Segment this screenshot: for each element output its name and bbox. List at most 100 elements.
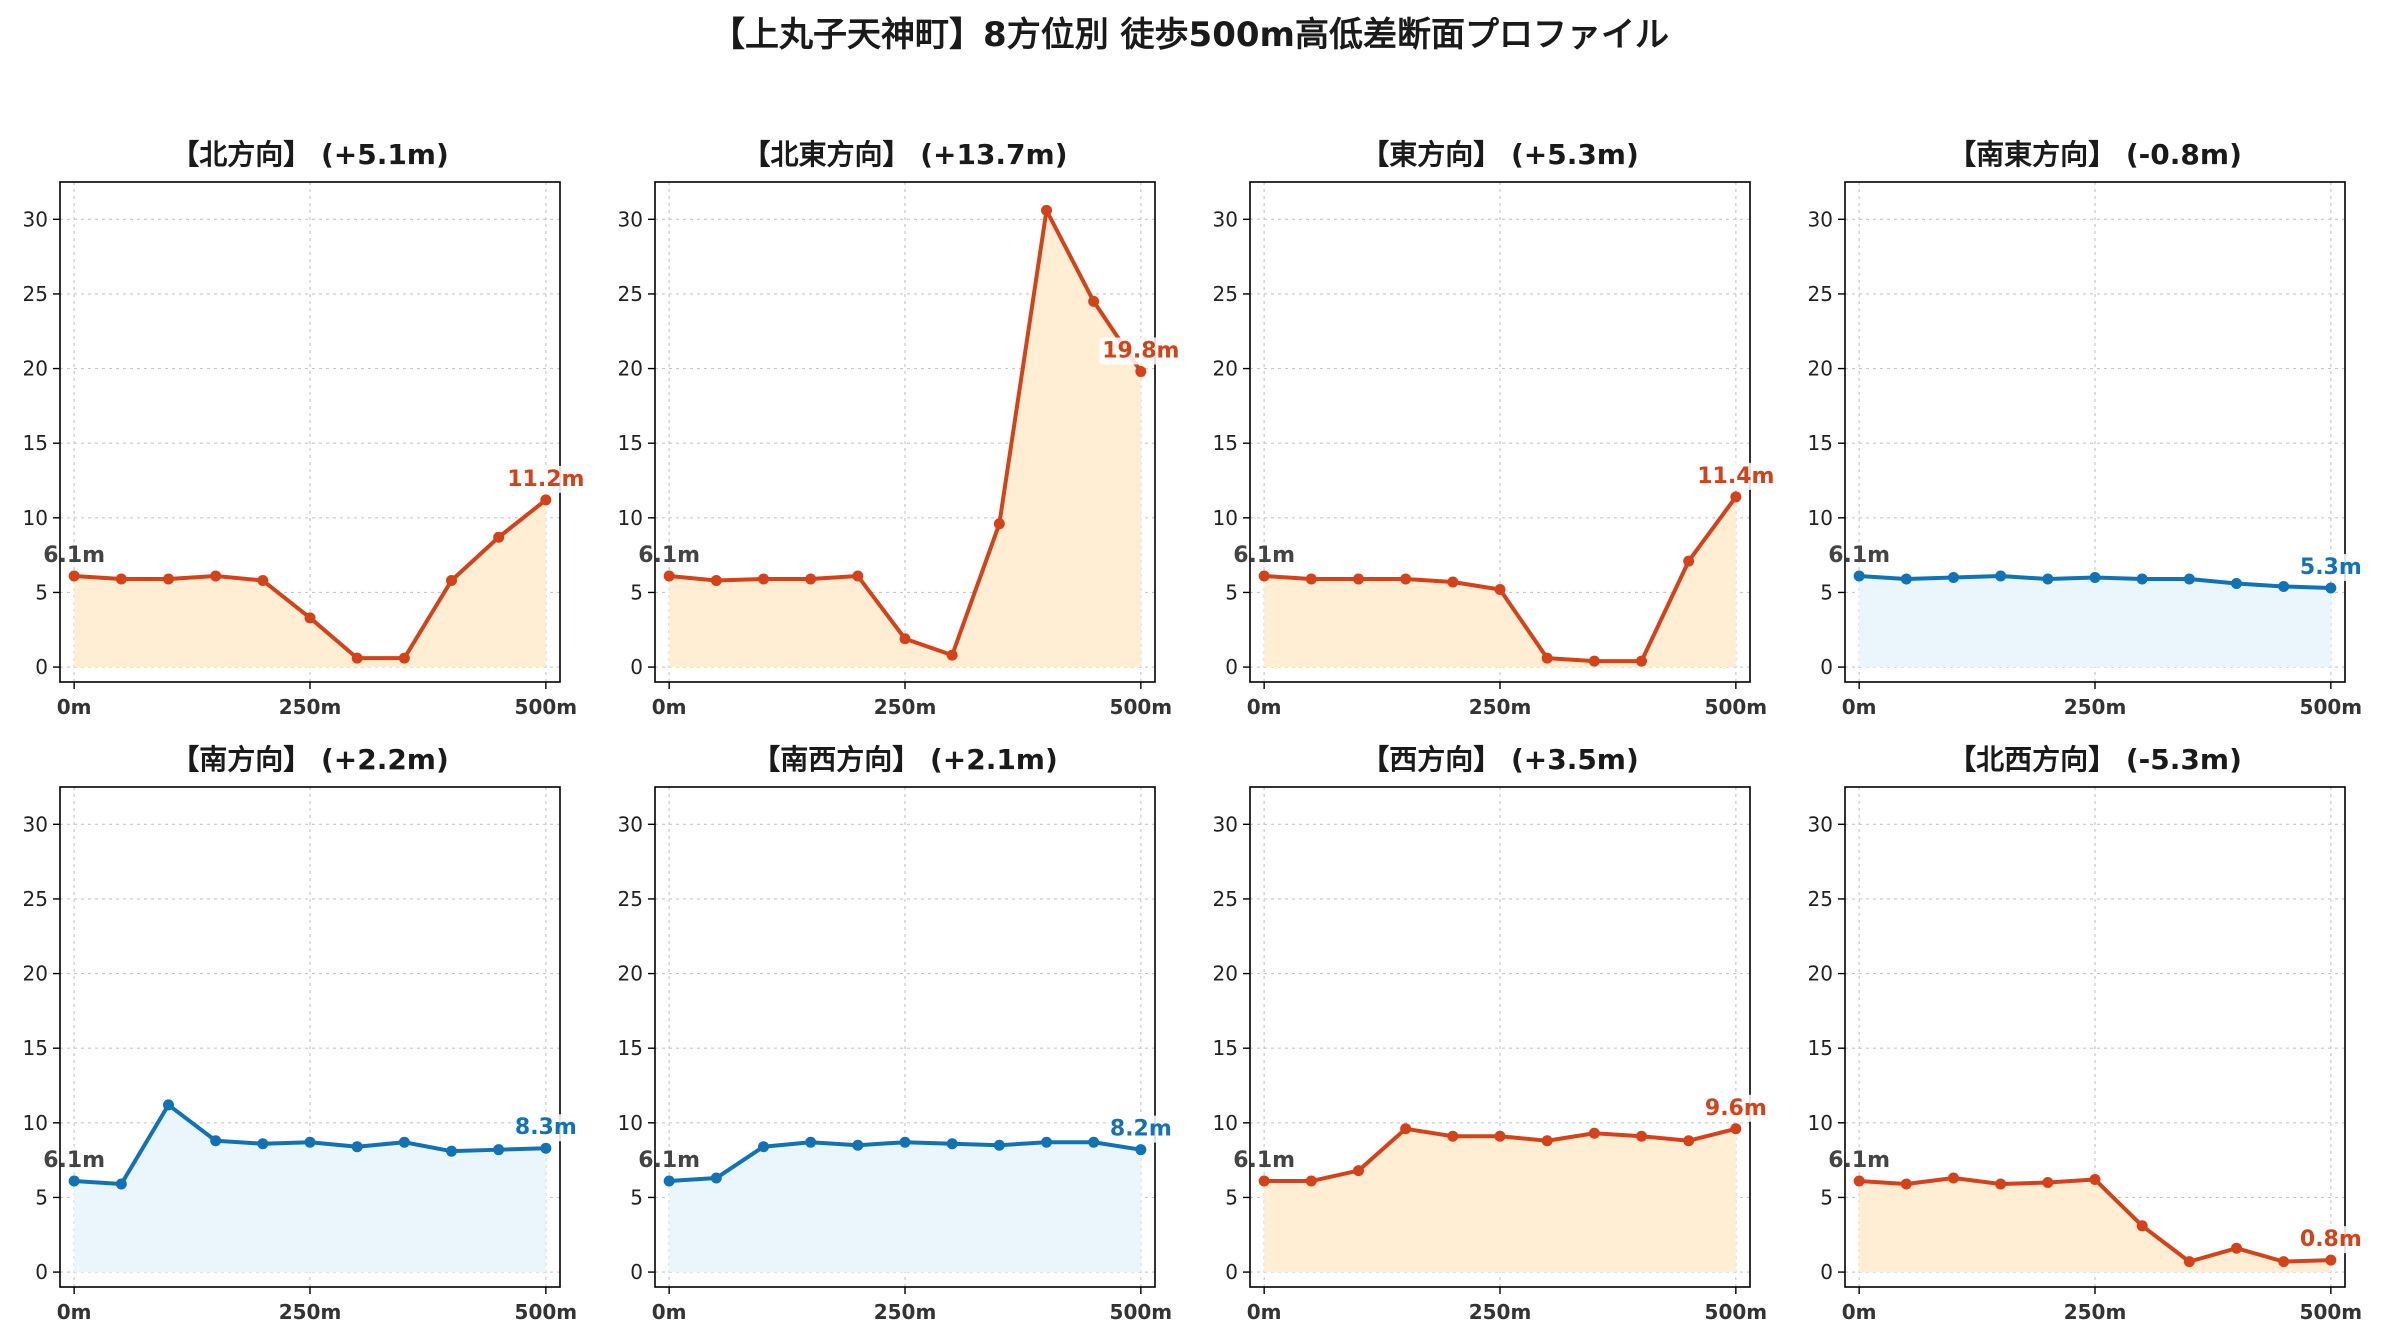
y-tick-label: 15 [618,1036,643,1060]
subplot-8: 【北西方向】 (-5.3m) 0 5 10 15 20 25 30 0m 250m 500m 6.1m… [1808,743,2365,1324]
subplot-6: 【南西方向】 (+2.1m) 0 5 10 15 20 25 30 0m 250m 500m 6.1m… [618,743,1175,1324]
data-point [68,570,80,582]
data-point [946,1138,958,1150]
data-point [1447,1130,1459,1142]
y-tick-label: 20 [618,357,643,381]
data-point [115,1178,127,1190]
data-point [304,612,316,624]
data-point [1447,576,1459,588]
data-point [2089,1174,2101,1186]
data-point [1900,573,1912,585]
end-label-background [1106,1115,1175,1143]
subplot-title: 【南西方向】 (+2.1m) [752,743,1058,776]
data-point [1494,1130,1506,1142]
y-tick-label: 5 [630,1185,643,1209]
data-point [1730,1123,1742,1135]
y-tick-label: 5 [35,1185,48,1209]
data-point [2183,573,2195,585]
data-point [210,1135,222,1147]
elevation-area [669,210,1141,668]
end-elevation-group: 19.8m [1099,337,1183,365]
x-tick-label: 250m [1469,695,1532,719]
y-tick-label: 30 [23,207,48,231]
end-elevation-label: 11.4m [1697,464,1774,489]
subplot-title: 【南方向】 (+2.2m) [171,743,449,776]
data-point [710,575,722,587]
x-tick-label: 250m [874,1300,937,1324]
data-point [1683,555,1695,567]
y-tick-label: 0 [1820,1260,1833,1284]
data-point [993,1139,1005,1151]
end-elevation-group: 11.4m [1694,462,1778,490]
y-tick-label: 20 [23,357,48,381]
data-point [757,573,769,585]
elevation-area [1264,1128,1736,1273]
x-tick-label: 500m [1110,1300,1173,1324]
y-tick-label: 30 [618,207,643,231]
y-tick-label: 25 [618,887,643,911]
y-tick-label: 25 [1808,887,1833,911]
subplot-title: 【西方向】 (+3.5m) [1361,743,1639,776]
data-point [540,1142,552,1154]
subplot-title: 【南東方向】 (-0.8m) [1948,138,2242,171]
y-tick-label: 15 [1808,431,1833,455]
data-point [304,1136,316,1148]
data-point [2042,573,2054,585]
x-tick-label: 500m [1110,695,1173,719]
end-elevation-label: 8.2m [1110,1117,1172,1142]
data-point [1088,1136,1100,1148]
y-tick-label: 0 [35,1260,48,1284]
data-point [398,1136,410,1148]
data-point [805,573,817,585]
data-point [1258,570,1270,582]
data-point [852,570,864,582]
data-point [162,1099,174,1111]
y-tick-label: 0 [35,655,48,679]
y-tick-label: 10 [1808,506,1833,530]
data-point [993,518,1005,530]
end-label-background [2296,553,2365,581]
end-label-background [504,465,588,493]
subplot-3: 【東方向】 (+5.3m) 0 5 10 15 20 25 30 0m 250m 500m 6.1m 1… [1213,138,1778,719]
x-tick-label: 0m [1842,695,1877,719]
end-elevation-label: 5.3m [2300,555,2362,580]
y-tick-label: 20 [1213,962,1238,986]
data-point [1588,1127,1600,1139]
y-tick-label: 5 [35,580,48,604]
y-tick-label: 0 [1225,1260,1238,1284]
end-elevation-label: 0.8m [2300,1227,2362,1252]
y-tick-label: 20 [618,962,643,986]
data-point [351,1141,363,1153]
y-tick-label: 25 [23,282,48,306]
data-point [663,1175,675,1187]
y-tick-label: 15 [23,1036,48,1060]
data-point [2183,1256,2195,1268]
end-label-background [1099,337,1183,365]
y-tick-label: 25 [1808,282,1833,306]
y-tick-label: 10 [1213,1111,1238,1135]
data-point [1541,652,1553,664]
y-tick-label: 5 [1820,580,1833,604]
end-elevation-group: 9.6m [1701,1094,1770,1122]
data-point [2278,1256,2290,1268]
y-tick-label: 30 [23,812,48,836]
data-point [398,652,410,664]
y-tick-label: 10 [23,1111,48,1135]
y-tick-label: 20 [1213,357,1238,381]
elevation-area [74,499,546,668]
elevation-area [669,1142,1141,1273]
y-tick-label: 25 [23,887,48,911]
y-tick-label: 10 [1808,1111,1833,1135]
figure-title: 【上丸子天神町】8方位別 徒歩500m高低差断面プロファイル [711,15,1669,55]
y-tick-label: 20 [23,962,48,986]
y-tick-label: 15 [23,431,48,455]
data-point [1541,1135,1553,1147]
x-tick-label: 500m [2300,695,2363,719]
start-elevation-label: 6.1m [1828,1148,1890,1173]
x-tick-label: 250m [279,1300,342,1324]
y-tick-label: 25 [618,282,643,306]
y-tick-label: 20 [1808,962,1833,986]
y-tick-label: 30 [1213,207,1238,231]
